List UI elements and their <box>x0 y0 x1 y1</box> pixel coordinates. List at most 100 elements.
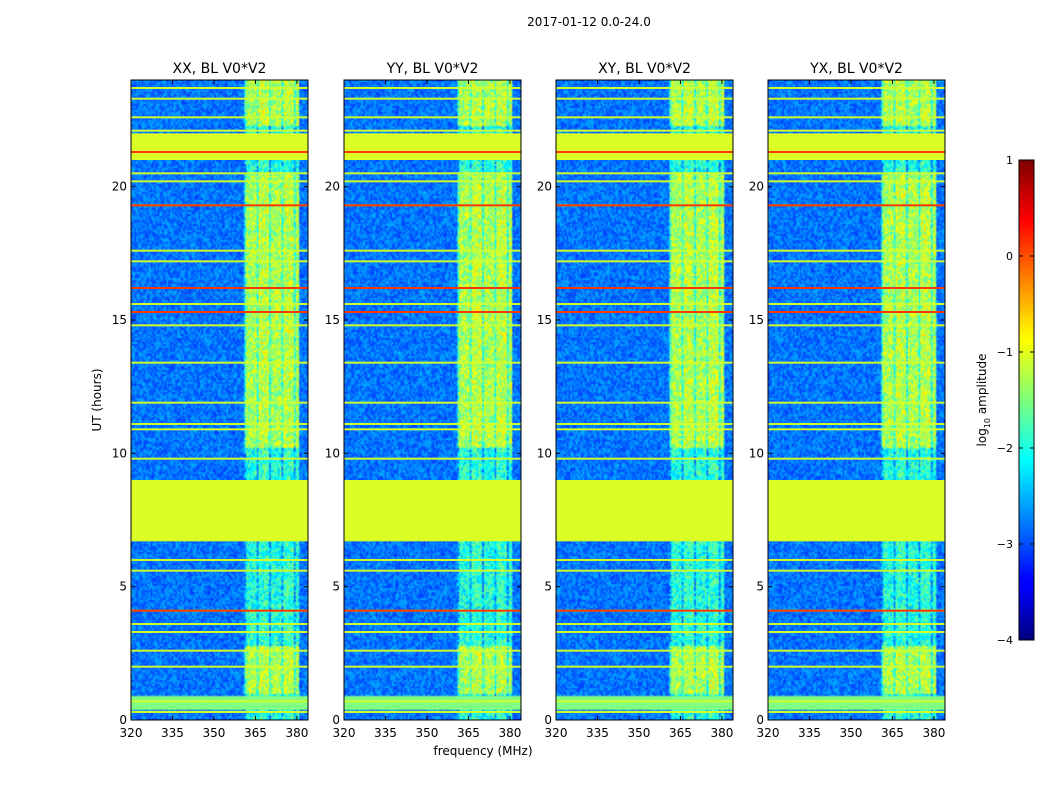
y-tick-label: 10 <box>325 446 340 460</box>
rfi-line <box>344 116 521 119</box>
rfi-line-strong <box>768 609 945 612</box>
y-tick-label: 10 <box>112 446 127 460</box>
x-tick-label: 335 <box>586 726 609 740</box>
rfi-line <box>768 559 945 561</box>
flagged-block <box>556 133 733 160</box>
rfi-line <box>344 631 521 633</box>
rfi-line <box>768 631 945 633</box>
colorbar-tick-label: −2 <box>997 442 1013 455</box>
panel-4: YX, BL V0*V2 320 335 350 365 380 0 5 10 15 20 <box>749 61 946 740</box>
y-tick-label: 10 <box>749 446 764 460</box>
rfi-line <box>131 303 308 305</box>
rfi-line <box>556 97 733 100</box>
rfi-line <box>131 129 308 132</box>
rfi-line <box>556 260 733 263</box>
y-axis-label: UT (hours) <box>90 368 104 431</box>
rfi-line-strong <box>556 609 733 612</box>
rfi-line-strong <box>556 204 733 207</box>
y-tick-label: 15 <box>537 313 552 327</box>
y-tick-label: 5 <box>544 580 552 594</box>
rfi-line <box>556 428 733 431</box>
flagged-block <box>556 480 733 542</box>
rfi-line <box>344 87 521 89</box>
rfi-line <box>556 711 733 713</box>
flagged-block <box>344 133 521 160</box>
y-tick-label: 15 <box>325 313 340 327</box>
x-tick-label: 320 <box>757 726 780 740</box>
y-tick-label: 20 <box>749 180 764 194</box>
rfi-line-strong <box>131 311 308 313</box>
rfi-line-strong <box>556 311 733 313</box>
rfi-line <box>344 665 521 668</box>
rfi-line <box>131 559 308 561</box>
rfi-line <box>768 665 945 668</box>
rfi-line <box>131 569 308 572</box>
waterfall-image <box>344 80 521 720</box>
rfi-line-strong <box>556 287 733 289</box>
rfi-line-strong <box>556 151 733 153</box>
rfi-line <box>556 569 733 572</box>
rfi-line <box>556 623 733 625</box>
rfi-line <box>768 116 945 119</box>
rfi-line <box>768 623 945 625</box>
rfi-line <box>131 172 308 175</box>
x-tick-label: 335 <box>374 726 397 740</box>
x-tick-label: 380 <box>922 726 945 740</box>
waterfall-image <box>768 80 945 720</box>
rfi-line <box>131 428 308 431</box>
y-tick-label: 20 <box>112 180 127 194</box>
x-tick-label: 350 <box>628 726 651 740</box>
colorbar-tick-label: 0 <box>1006 250 1013 263</box>
x-tick-label: 320 <box>120 726 143 740</box>
rfi-line <box>131 361 308 364</box>
rfi-line <box>768 569 945 572</box>
y-tick-label: 10 <box>537 446 552 460</box>
rfi-line-strong <box>344 204 521 207</box>
rfi-line-strong <box>344 151 521 153</box>
rfi-line <box>768 87 945 89</box>
rfi-line <box>131 401 308 404</box>
flagged-block <box>768 480 945 542</box>
x-tick-label: 335 <box>798 726 821 740</box>
waterfall-image <box>556 80 733 720</box>
rfi-line <box>344 623 521 625</box>
rfi-line <box>131 457 308 460</box>
rfi-line <box>768 249 945 252</box>
rfi-line <box>344 700 521 703</box>
rfi-line-strong <box>768 311 945 313</box>
rfi-line <box>556 249 733 252</box>
rfi-line <box>768 97 945 100</box>
colorbar-gradient <box>1018 159 1035 641</box>
rfi-line <box>556 324 733 327</box>
y-tick-label: 0 <box>332 713 340 727</box>
x-tick-label: 380 <box>498 726 521 740</box>
colorbar: 1 0 −1 −2 −3 −4 log10 amplitude <box>975 154 1035 647</box>
rfi-line-strong <box>344 287 521 289</box>
panel-title: XX, BL V0*V2 <box>173 61 267 77</box>
rfi-line <box>768 423 945 425</box>
x-tick-label: 365 <box>457 726 480 740</box>
rfi-line <box>344 260 521 263</box>
flagged-block <box>131 480 308 542</box>
rfi-line <box>131 631 308 633</box>
rfi-line <box>556 361 733 364</box>
rfi-line <box>556 401 733 404</box>
panel-title: YX, BL V0*V2 <box>809 61 903 77</box>
x-tick-label: 365 <box>669 726 692 740</box>
colorbar-tick-label: −1 <box>997 346 1013 359</box>
waterfall-image <box>131 80 308 720</box>
flagged-block <box>344 480 521 542</box>
rfi-line <box>344 401 521 404</box>
rfi-line-strong <box>344 609 521 612</box>
rfi-line-strong <box>768 204 945 207</box>
panel-3: XY, BL V0*V2 320 335 350 365 380 0 5 10 15 20 <box>537 61 734 740</box>
y-tick-label: 15 <box>749 313 764 327</box>
rfi-line <box>556 457 733 460</box>
colorbar-tick-label: 1 <box>1006 154 1013 167</box>
rfi-line <box>131 97 308 100</box>
y-tick-label: 20 <box>537 180 552 194</box>
rfi-line <box>768 172 945 175</box>
rfi-line <box>131 260 308 263</box>
rfi-line <box>344 129 521 132</box>
